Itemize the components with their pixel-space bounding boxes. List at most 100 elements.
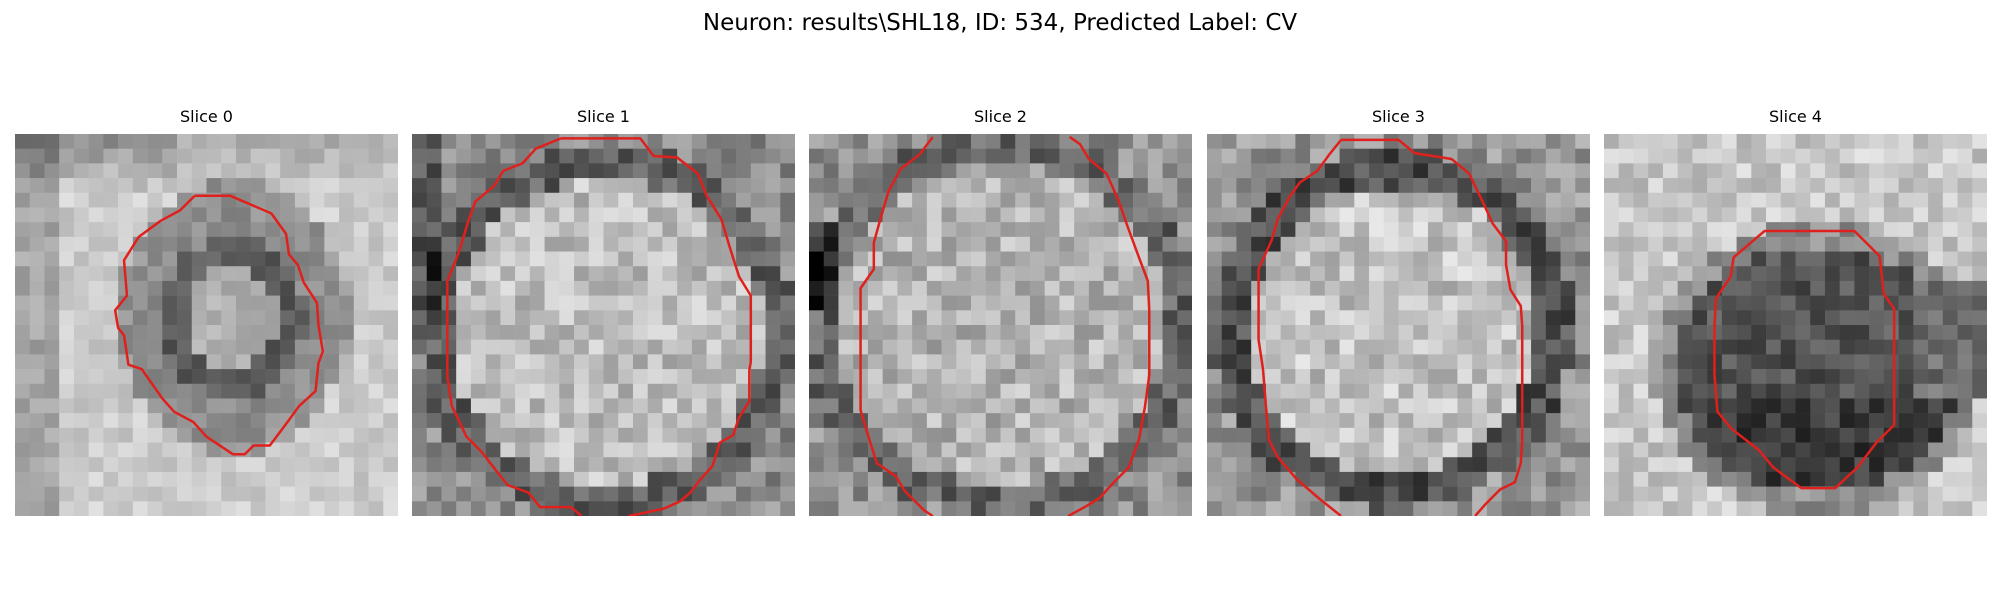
pixel-cell (1795, 148, 1811, 164)
pixel-cell (1339, 413, 1355, 429)
pixel-cell (1324, 280, 1340, 296)
pixel-cell (1133, 369, 1149, 385)
segmentation-contour (1713, 229, 1896, 490)
pixel-cell (383, 280, 398, 296)
pixel-cell (1662, 251, 1678, 267)
pixel-cell (1692, 369, 1708, 385)
pixel-cell (147, 413, 163, 429)
pixel-cell (1677, 280, 1693, 296)
pixel-cell (1751, 457, 1767, 473)
pixel-cell (1147, 501, 1163, 516)
pixel-cell (1501, 427, 1517, 443)
pixel-cell (73, 442, 89, 458)
pixel-cell (1103, 427, 1119, 443)
pixel-cell (529, 266, 545, 282)
pixel-cell (353, 427, 369, 443)
pixel-cell (1221, 442, 1237, 458)
pixel-cell (265, 192, 281, 208)
pixel-cell (1236, 354, 1252, 370)
pixel-cell (926, 354, 942, 370)
pixel-cell (368, 457, 384, 473)
pixel-cell (1472, 251, 1488, 267)
pixel-cell (1000, 383, 1016, 399)
pixel-cell (1677, 457, 1693, 473)
pixel-cell (1898, 413, 1914, 429)
pixel-cell (736, 369, 752, 385)
pixel-cell (147, 339, 163, 355)
pixel-cell (1236, 148, 1252, 164)
pixel-cell (912, 427, 928, 443)
pixel-cell (632, 339, 648, 355)
pixel-cell (1972, 427, 1987, 443)
pixel-cell (1913, 207, 1929, 223)
pixel-cell (191, 251, 207, 267)
pixel-cell (1957, 222, 1973, 238)
pixel-cell (1751, 501, 1767, 516)
pixel-cell (1692, 339, 1708, 355)
pixel-cell (618, 295, 634, 311)
pixel-cell (1339, 163, 1355, 179)
pixel-cell (1560, 501, 1576, 516)
pixel-cell (1677, 266, 1693, 282)
pixel-cell (1942, 398, 1958, 414)
pixel-cell (441, 442, 457, 458)
pixel-cell (1118, 486, 1134, 502)
pixel-cell (1029, 295, 1045, 311)
pixel-cell (59, 236, 75, 252)
pixel-cell (574, 354, 590, 370)
pixel-cell (1354, 222, 1370, 238)
pixel-cell (88, 251, 104, 267)
pixel-cell (956, 134, 972, 149)
pixel-cell (1545, 339, 1561, 355)
pixel-cell (985, 310, 1001, 326)
pixel-cell (912, 339, 928, 355)
pixel-cell (1766, 236, 1782, 252)
pixel-cell (1015, 501, 1031, 516)
pixel-cell (1972, 295, 1987, 311)
pixel-cell (1648, 222, 1664, 238)
pixel-cell (1618, 486, 1634, 502)
pixel-cell (1824, 442, 1840, 458)
pixel-cell (780, 427, 795, 443)
pixel-cell (750, 295, 766, 311)
pixel-cell (632, 192, 648, 208)
pixel-cell (177, 442, 193, 458)
pixel-cell (147, 369, 163, 385)
pixel-cell (1427, 251, 1443, 267)
pixel-cell (574, 222, 590, 238)
pixel-cell (132, 501, 148, 516)
pixel-cell (383, 442, 398, 458)
pixel-cell (383, 236, 398, 252)
pixel-cell (1280, 266, 1296, 282)
pixel-cell (441, 148, 457, 164)
pixel-cell (132, 383, 148, 399)
pixel-cell (1088, 295, 1104, 311)
pixel-cell (1133, 354, 1149, 370)
pixel-cell (1648, 398, 1664, 414)
pixel-cell (971, 134, 987, 149)
pixel-cell (515, 325, 531, 340)
pixel-cell (59, 398, 75, 414)
pixel-cell (1957, 163, 1973, 179)
pixel-cell (632, 471, 648, 487)
pixel-cell (1957, 442, 1973, 458)
pixel-cell (721, 471, 737, 487)
pixel-cell (147, 134, 163, 149)
pixel-cell (882, 427, 898, 443)
pixel-cell (1177, 266, 1192, 282)
pixel-cell (588, 236, 604, 252)
pixel-cell (250, 310, 266, 326)
pixel-cell (1427, 222, 1443, 238)
pixel-cell (1310, 369, 1326, 385)
pixel-cell (44, 325, 60, 340)
pixel-cell (1177, 339, 1192, 355)
pixel-cell (867, 471, 883, 487)
pixel-cell (1854, 471, 1870, 487)
pixel-cell (882, 148, 898, 164)
pixel-cell (368, 471, 384, 487)
pixel-cell (103, 295, 119, 311)
pixel-cell (632, 207, 648, 223)
pixel-cell (662, 383, 678, 399)
pixel-cell (1545, 266, 1561, 282)
pixel-cell (912, 251, 928, 267)
